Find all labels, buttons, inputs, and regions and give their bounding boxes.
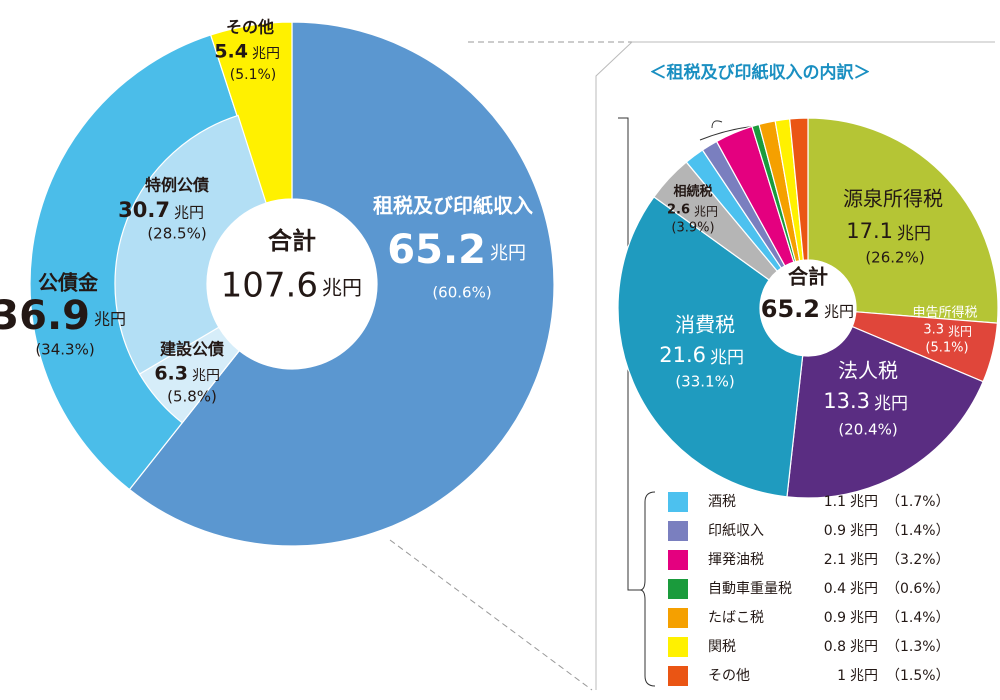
legend-value: 1: [837, 668, 846, 684]
unit-label: 兆円: [850, 581, 878, 597]
legend-swatch: [668, 550, 688, 570]
percent-label: (20.4%): [838, 421, 897, 439]
unit-label: 兆円: [694, 205, 718, 219]
unit-label: 兆円: [948, 325, 972, 339]
legend-value: 1.1: [824, 494, 846, 510]
category-label: 建設公債: [160, 340, 224, 359]
legend-swatch: [668, 608, 688, 628]
unit-label: 兆円: [94, 310, 126, 329]
unit-label: 兆円: [850, 494, 878, 510]
slice: [807, 117, 999, 324]
unit-label: 兆円: [824, 303, 854, 321]
legend-percent: （1.7%）: [886, 494, 950, 510]
value-label: 21.6: [659, 343, 706, 367]
legend-label: その他: [708, 668, 750, 684]
legend-label: 自動車重量税: [708, 580, 792, 597]
percent-label: (34.3%): [35, 341, 94, 359]
total-label: 107.6: [221, 266, 318, 306]
bracket: [711, 120, 723, 129]
legend-value: 0.9: [824, 610, 846, 626]
legend-value: 0.9: [824, 523, 846, 539]
category-label: 公債金: [38, 271, 99, 295]
legend-swatch: [668, 637, 688, 657]
legend-value: 2.1: [824, 552, 846, 568]
unit-label: 兆円: [710, 348, 744, 368]
percent-label: (28.5%): [147, 225, 206, 243]
legend-label: たばこ税: [708, 610, 764, 626]
unit-label: 兆円: [490, 243, 526, 264]
legend-percent: （1.3%）: [886, 639, 950, 655]
percent-label: (3.9%): [671, 221, 714, 236]
percent-label: (5.1%): [925, 341, 968, 356]
category-label: その他: [226, 18, 274, 37]
unit-label: 兆円: [850, 552, 878, 568]
unit-label: 兆円: [850, 610, 878, 626]
center-hole: [760, 260, 856, 356]
legend-swatch: [668, 579, 688, 599]
category-label: 法人税: [838, 359, 898, 383]
percent-label: (33.1%): [675, 373, 734, 391]
center-label: 合計: [268, 227, 316, 255]
unit-label: 兆円: [897, 224, 931, 244]
category-label: 相続税: [673, 184, 712, 200]
unit-label: 兆円: [850, 523, 878, 539]
center-label: 合計: [788, 265, 828, 289]
legend-swatch: [668, 521, 688, 541]
legend-value: 0.8: [824, 639, 846, 655]
unit-label: 兆円: [850, 639, 878, 655]
percent-label: (5.1%): [230, 67, 277, 83]
legend-percent: （1.4%）: [886, 610, 950, 626]
category-label: 申告所得税: [912, 305, 977, 321]
unit-label: 兆円: [192, 368, 220, 384]
value-label: 6.3: [154, 363, 188, 385]
value-label: 36.9: [0, 293, 90, 339]
leader-line: [389, 539, 593, 691]
center-hole: [207, 199, 377, 369]
value-label: 13.3: [823, 389, 870, 413]
unit-label: 兆円: [874, 394, 908, 414]
percent-label: (5.8%): [167, 388, 217, 406]
value-label: 17.1: [846, 219, 893, 243]
chart-title: ＜租税及び印紙収入の内訳＞: [650, 62, 871, 83]
legend-swatch: [668, 666, 688, 686]
percent-label: (26.2%): [865, 249, 924, 267]
total-label: 65.2: [761, 295, 820, 323]
legend-percent: （0.6%）: [886, 581, 950, 597]
value-label: 2.6: [667, 203, 690, 218]
unit-label: 兆円: [322, 276, 362, 300]
legend-percent: （3.2%）: [886, 552, 950, 568]
legend-value: 0.4: [824, 581, 846, 597]
category-label: 租税及び印紙収入: [373, 194, 533, 218]
percent-label: (60.6%): [432, 284, 491, 302]
unit-label: 兆円: [850, 668, 878, 684]
value-label: 30.7: [118, 198, 170, 222]
legend-swatch: [668, 492, 688, 512]
panel-border: [595, 41, 633, 690]
unit-label: 兆円: [252, 46, 280, 62]
brace: [639, 491, 656, 687]
legend-label: 印紙収入: [708, 523, 764, 539]
category-label: 消費税: [675, 313, 735, 337]
value-label: 5.4: [214, 41, 248, 63]
legend-label: 関税: [708, 639, 736, 655]
unit-label: 兆円: [174, 204, 204, 222]
legend-percent: （1.4%）: [886, 523, 950, 539]
value-label: 65.2: [387, 227, 486, 273]
legend-label: 酒税: [708, 494, 736, 510]
category-label: 源泉所得税: [843, 187, 943, 211]
value-label: 3.3: [923, 323, 944, 338]
category-label: 特例公債: [145, 176, 209, 195]
legend-percent: （1.5%）: [886, 668, 950, 684]
legend-label: 揮発油税: [708, 552, 764, 568]
